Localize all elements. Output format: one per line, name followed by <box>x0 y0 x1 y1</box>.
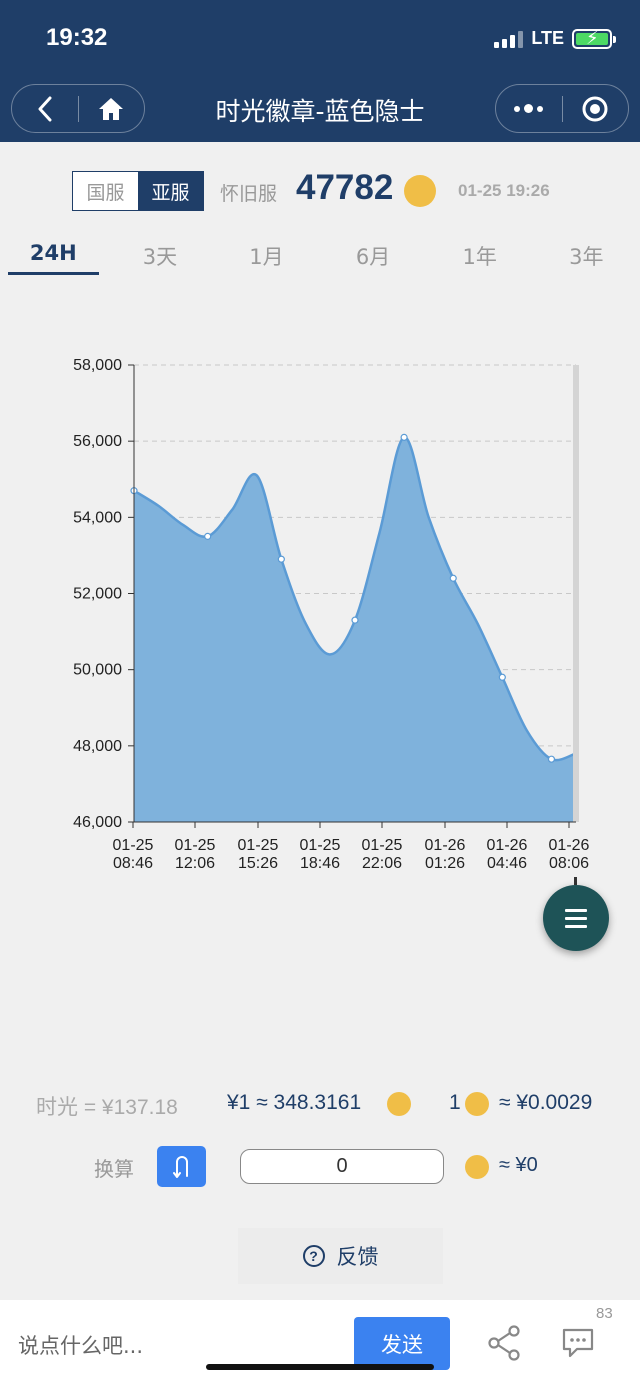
tab-6m[interactable]: 6月 <box>355 245 391 269</box>
y-tick-label: 46,000 <box>73 814 122 831</box>
x-tick-label-date: 01-26 <box>425 837 466 854</box>
x-tick-label-date: 01-26 <box>549 837 590 854</box>
server-type-label: 怀旧服 <box>220 183 278 205</box>
zoom-handle <box>573 365 579 822</box>
gold-coin-icon <box>387 1092 411 1116</box>
y-tick-label: 56,000 <box>73 433 122 450</box>
data-point <box>204 532 212 540</box>
comment-count: 83 <box>596 1305 613 1322</box>
more-icon <box>514 104 544 113</box>
x-tick-label-time: 01:26 <box>425 855 465 872</box>
comment-input[interactable]: 说点什么吧... <box>18 1334 144 1358</box>
comment-bar <box>0 1300 640 1385</box>
send-button[interactable]: 发送 <box>354 1317 450 1370</box>
current-price: 47782 <box>296 168 394 207</box>
tab-1m[interactable]: 1月 <box>249 245 284 269</box>
data-point <box>277 555 285 563</box>
back-button[interactable] <box>12 85 78 132</box>
feedback-label: 反馈 <box>336 1245 379 1269</box>
data-point <box>351 616 359 624</box>
gold-coin-icon <box>465 1155 489 1179</box>
x-tick-label-date: 01-25 <box>113 837 154 854</box>
more-button[interactable] <box>496 85 562 132</box>
target-icon <box>582 96 608 121</box>
close-miniprogram-button[interactable] <box>563 85 629 132</box>
nav-right-capsule <box>495 84 629 133</box>
convert-result: ≈ ¥0 <box>499 1154 538 1176</box>
coin-to-yuan-rate: ≈ ¥0.0029 <box>499 1091 593 1114</box>
series-area <box>134 437 576 822</box>
convert-amount-input[interactable] <box>240 1149 444 1184</box>
shiguang-rate: 时光 = ¥137.18 <box>36 1096 178 1119</box>
share-icon[interactable] <box>487 1325 521 1361</box>
tab-24h[interactable]: 24H <box>0 238 107 278</box>
y-tick-label: 52,000 <box>73 586 122 603</box>
feedback-button[interactable]: ? 反馈 <box>238 1228 443 1284</box>
battery-icon: ⚡ <box>572 28 616 49</box>
x-tick-label-time: 12:06 <box>175 855 215 872</box>
y-tick-label: 54,000 <box>73 509 122 526</box>
home-icon <box>99 97 124 120</box>
convert-label: 换算 <box>94 1157 134 1181</box>
x-tick-label-time: 15:26 <box>238 855 278 872</box>
x-tick-label-date: 01-25 <box>362 837 403 854</box>
chevron-left-icon <box>38 96 52 121</box>
x-tick-label-time: 08:46 <box>113 855 153 872</box>
swap-icon <box>172 1155 188 1178</box>
swap-direction-button[interactable] <box>157 1146 206 1187</box>
x-tick-label-date: 01-25 <box>300 837 341 854</box>
menu-fab-button[interactable] <box>543 885 609 951</box>
header-bar: 19:32 LTE ⚡ 时光徽章-蓝色隐士 <box>0 0 640 142</box>
y-tick-label: 58,000 <box>73 357 122 374</box>
network-label: LTE <box>531 28 564 48</box>
price-chart: 58,000 56,000 54,000 52,000 50,000 48,000 46,0… <box>73 357 590 872</box>
question-icon: ? <box>302 1245 325 1267</box>
yuan-to-coin-rate: ¥1 ≈ 348.3161 <box>227 1091 362 1114</box>
tab-3y[interactable]: 3年 <box>569 245 604 269</box>
x-tick-label-date: 01-26 <box>487 837 528 854</box>
tab-1y[interactable]: 1年 <box>462 245 497 269</box>
server-option-asia[interactable]: 亚服 <box>138 172 203 210</box>
y-tick-label: 48,000 <box>73 738 122 755</box>
data-point <box>498 673 506 681</box>
coin-unit: 1 <box>449 1091 461 1114</box>
x-tick-label-time: 18:46 <box>300 855 340 872</box>
x-tick-label-time: 04:46 <box>487 855 527 872</box>
home-button[interactable] <box>79 85 145 132</box>
server-option-cn[interactable]: 国服 <box>73 172 138 210</box>
tab-3d[interactable]: 3天 <box>142 245 178 269</box>
nav-left-capsule <box>11 84 145 133</box>
time-range-tabs: 24H 3天 1月 6月 1年 3年 <box>0 238 640 278</box>
y-tick-label: 50,000 <box>73 662 122 679</box>
gold-coin-icon <box>465 1092 489 1116</box>
x-tick-label-time: 22:06 <box>362 855 402 872</box>
signal-icon <box>494 30 524 48</box>
x-tick-label-date: 01-25 <box>238 837 279 854</box>
server-toggle: 国服 亚服 <box>72 171 204 211</box>
home-indicator <box>206 1364 434 1370</box>
status-indicators: LTE ⚡ <box>494 28 616 49</box>
page-title: 时光徽章-蓝色隐士 <box>215 97 425 126</box>
status-time: 19:32 <box>46 24 108 51</box>
x-tick-label-date: 01-25 <box>175 837 216 854</box>
data-point <box>547 755 556 763</box>
x-tick-label-time: 08:06 <box>549 855 589 872</box>
data-point <box>449 574 457 582</box>
comment-icon[interactable] <box>561 1327 595 1359</box>
price-updated-time: 01-25 19:26 <box>458 181 550 200</box>
data-point <box>400 433 408 441</box>
gold-coin-icon <box>404 175 436 207</box>
